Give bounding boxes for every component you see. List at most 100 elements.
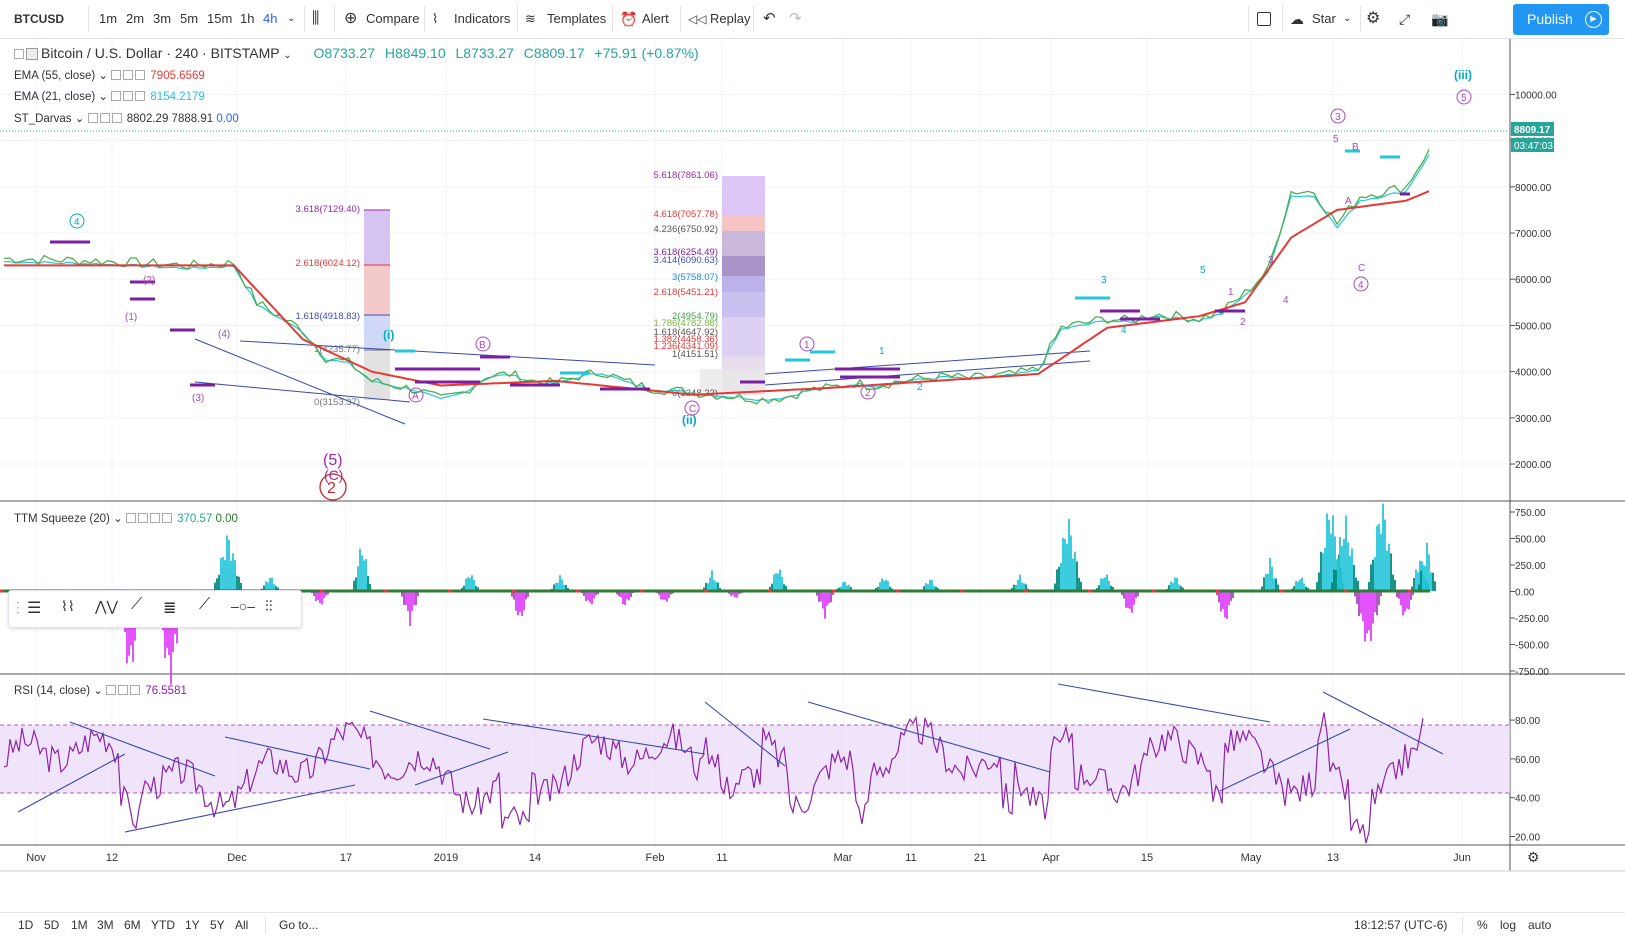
legend-change: +75.91 (+0.87%) — [594, 45, 699, 61]
interval-3m[interactable]: 3m — [153, 11, 172, 26]
interval-2m[interactable]: 2m — [126, 11, 145, 26]
ema21-legend[interactable]: EMA (21, close) ⌄ 8154.2179 — [14, 91, 205, 103]
indicators-button[interactable]: Indicators — [454, 11, 511, 26]
goto-button[interactable]: Go to... — [279, 918, 319, 932]
ttm-tick-label: 500.00 — [1515, 535, 1546, 546]
price-tick-label: 5000.00 — [1515, 321, 1552, 332]
auto-toggle[interactable]: auto — [1528, 918, 1552, 932]
lines-icon[interactable]: ☰ — [27, 600, 42, 617]
fib-level-label: 3(5758.07) — [672, 272, 718, 283]
gear-icon[interactable]: ⚙ — [1366, 10, 1381, 27]
symbol-search[interactable]: BTCUSD — [14, 12, 64, 26]
wave-label: B — [479, 340, 486, 351]
fib-level-label: 2.618(6024.12) — [296, 258, 360, 269]
horizontal-ray-icon[interactable]: –○– — [231, 598, 256, 614]
wave-label: 4 — [1358, 280, 1364, 291]
clock-time[interactable]: 18:12:57 (UTC-6) — [1354, 918, 1448, 932]
wave-label: B — [1352, 142, 1359, 153]
ttm-legend[interactable]: TTM Squeeze (20) ⌄ 370.57 0.00 — [14, 513, 238, 525]
rsi-tick-label: 40.00 — [1515, 794, 1540, 805]
drag-handle-icon[interactable]: ⋮ — [11, 599, 25, 615]
time-tick-label: 21 — [974, 852, 986, 864]
range-3m[interactable]: 3M — [97, 918, 114, 932]
abc-pattern-icon[interactable]: ⋀⋁ — [95, 598, 118, 614]
range-1m[interactable]: 1M — [71, 918, 88, 932]
ema55-value: 7905.6569 — [150, 70, 205, 82]
time-tick-label: Apr — [1042, 852, 1059, 864]
fib-level-label: 2.618(5451.21) — [654, 287, 718, 298]
fib-level-label: 1.618(4647.92) — [654, 327, 718, 338]
darvas-legend[interactable]: ST_Darvas ⌄ 8802.29 7888.91 0.00 — [14, 113, 239, 125]
fib-level-label: 5.618(7861.06) — [654, 170, 718, 181]
interval-4h[interactable]: 4h — [263, 11, 278, 26]
wave-label: A — [1345, 196, 1352, 207]
alert-button[interactable]: Alert — [642, 11, 669, 26]
interval-5m[interactable]: 5m — [180, 11, 199, 26]
fib-level-label: 4.618(7057.78) — [654, 209, 718, 220]
range-ytd[interactable]: YTD — [151, 918, 175, 932]
ray-icon[interactable]: ⟋ — [199, 596, 211, 613]
time-tick-label: Dec — [227, 852, 247, 864]
candles-icon[interactable]: ⫼ — [312, 10, 320, 27]
publish-button[interactable]: Publish ▶ — [1513, 4, 1609, 35]
fib-icon[interactable]: ≣ — [163, 600, 177, 617]
ttm-tick-label: -500.00 — [1515, 641, 1549, 652]
range-1d[interactable]: 1D — [18, 918, 34, 932]
wave-label: 5 — [1200, 265, 1206, 276]
time-tick-label: 2019 — [434, 852, 458, 864]
price-tick-label: 3000.00 — [1515, 414, 1552, 425]
rsi-legend[interactable]: RSI (14, close) ⌄ 76.5581 — [14, 685, 187, 697]
interval-dropdown-icon[interactable]: ⌄ — [287, 13, 296, 24]
wave-label: 3 — [1335, 112, 1341, 123]
range-5d[interactable]: 5D — [44, 918, 60, 932]
range-6m[interactable]: 6M — [124, 918, 141, 932]
chart-area[interactable]: 3.618(7129.40) 2.618(6024.12) 1.618(4918.8… — [0, 39, 1625, 912]
undo-icon[interactable]: ↶ — [763, 10, 776, 27]
range-5y[interactable]: 5Y — [210, 918, 225, 932]
layout-name[interactable]: Star — [1312, 11, 1336, 26]
expand-icon[interactable]: ⤢ — [1399, 11, 1411, 27]
wave-label: 1 — [804, 340, 810, 351]
collapse-icon[interactable] — [14, 49, 24, 59]
rsi-tick-label: 80.00 — [1515, 716, 1540, 727]
ttm-tick-label: 750.00 — [1515, 508, 1546, 519]
interval-1m[interactable]: 1m — [99, 11, 118, 26]
fib-level-label: 0(3153.37) — [314, 397, 360, 408]
ttm-histogram — [116, 503, 1436, 685]
range-all[interactable]: All — [235, 918, 249, 932]
bottom-toolbar: 1D 5D 1M 3M 6M YTD 1Y 5Y All Go to... 18… — [0, 912, 1625, 938]
trendline-icon[interactable]: ⟋ — [131, 596, 143, 613]
replay-button[interactable]: Replay — [710, 11, 751, 26]
price-tick-label: 4000.00 — [1515, 368, 1552, 379]
compare-button[interactable]: Compare — [366, 11, 420, 26]
fullscreen-square-icon[interactable] — [1257, 0, 1271, 38]
price-tick-label: 10000.00 — [1515, 90, 1557, 101]
layout-dropdown-icon[interactable]: ⌄ — [1343, 13, 1352, 24]
percent-toggle[interactable]: % — [1477, 918, 1488, 932]
price-series — [3, 149, 1430, 405]
rsi-trendlines — [17, 683, 1444, 833]
wave-label: 5 — [1461, 93, 1467, 104]
wave-label: 4 — [74, 217, 80, 228]
drawing-toolbar: ⋮ ☰ ⌇⌇ ⋀⋁ ⟋ ≣ ⟋ –○– ⫶⫶ — [8, 590, 302, 628]
gear-icon[interactable]: ⚙ — [1527, 849, 1540, 865]
camera-icon[interactable]: 📷 — [1431, 11, 1449, 27]
ema55-legend[interactable]: EMA (55, close) ⌄ 7905.6569 — [14, 70, 205, 82]
wave-pattern-icon[interactable]: ⌇⌇ — [61, 598, 75, 614]
chart-grid — [0, 39, 1510, 845]
plus-circle-icon[interactable]: ⊕ — [344, 10, 358, 27]
countdown-label: 03:47:03 — [1514, 141, 1553, 152]
interval-1h[interactable]: 1h — [240, 11, 255, 26]
ttm-tick-label: -250.00 — [1515, 614, 1549, 625]
templates-button[interactable]: Templates — [547, 11, 607, 26]
interval-15m[interactable]: 15m — [207, 11, 233, 26]
redo-icon[interactable]: ↷ — [789, 10, 802, 27]
wave-label: (C) — [324, 467, 343, 483]
ttm-tick-label: 0.00 — [1515, 588, 1535, 599]
settings-sliders-icon[interactable]: ⫶⫶ — [265, 598, 273, 615]
fib-level-label: 1.382(4458.36) — [654, 334, 718, 345]
range-1y[interactable]: 1Y — [185, 918, 200, 932]
log-toggle[interactable]: log — [1500, 918, 1517, 932]
price-tick-label: 6000.00 — [1515, 275, 1552, 286]
top-toolbar: BTCUSD 1m 2m 3m 5m 15m 1h 4h ⌄ ⫼ ⊕ Compa… — [0, 0, 1625, 39]
